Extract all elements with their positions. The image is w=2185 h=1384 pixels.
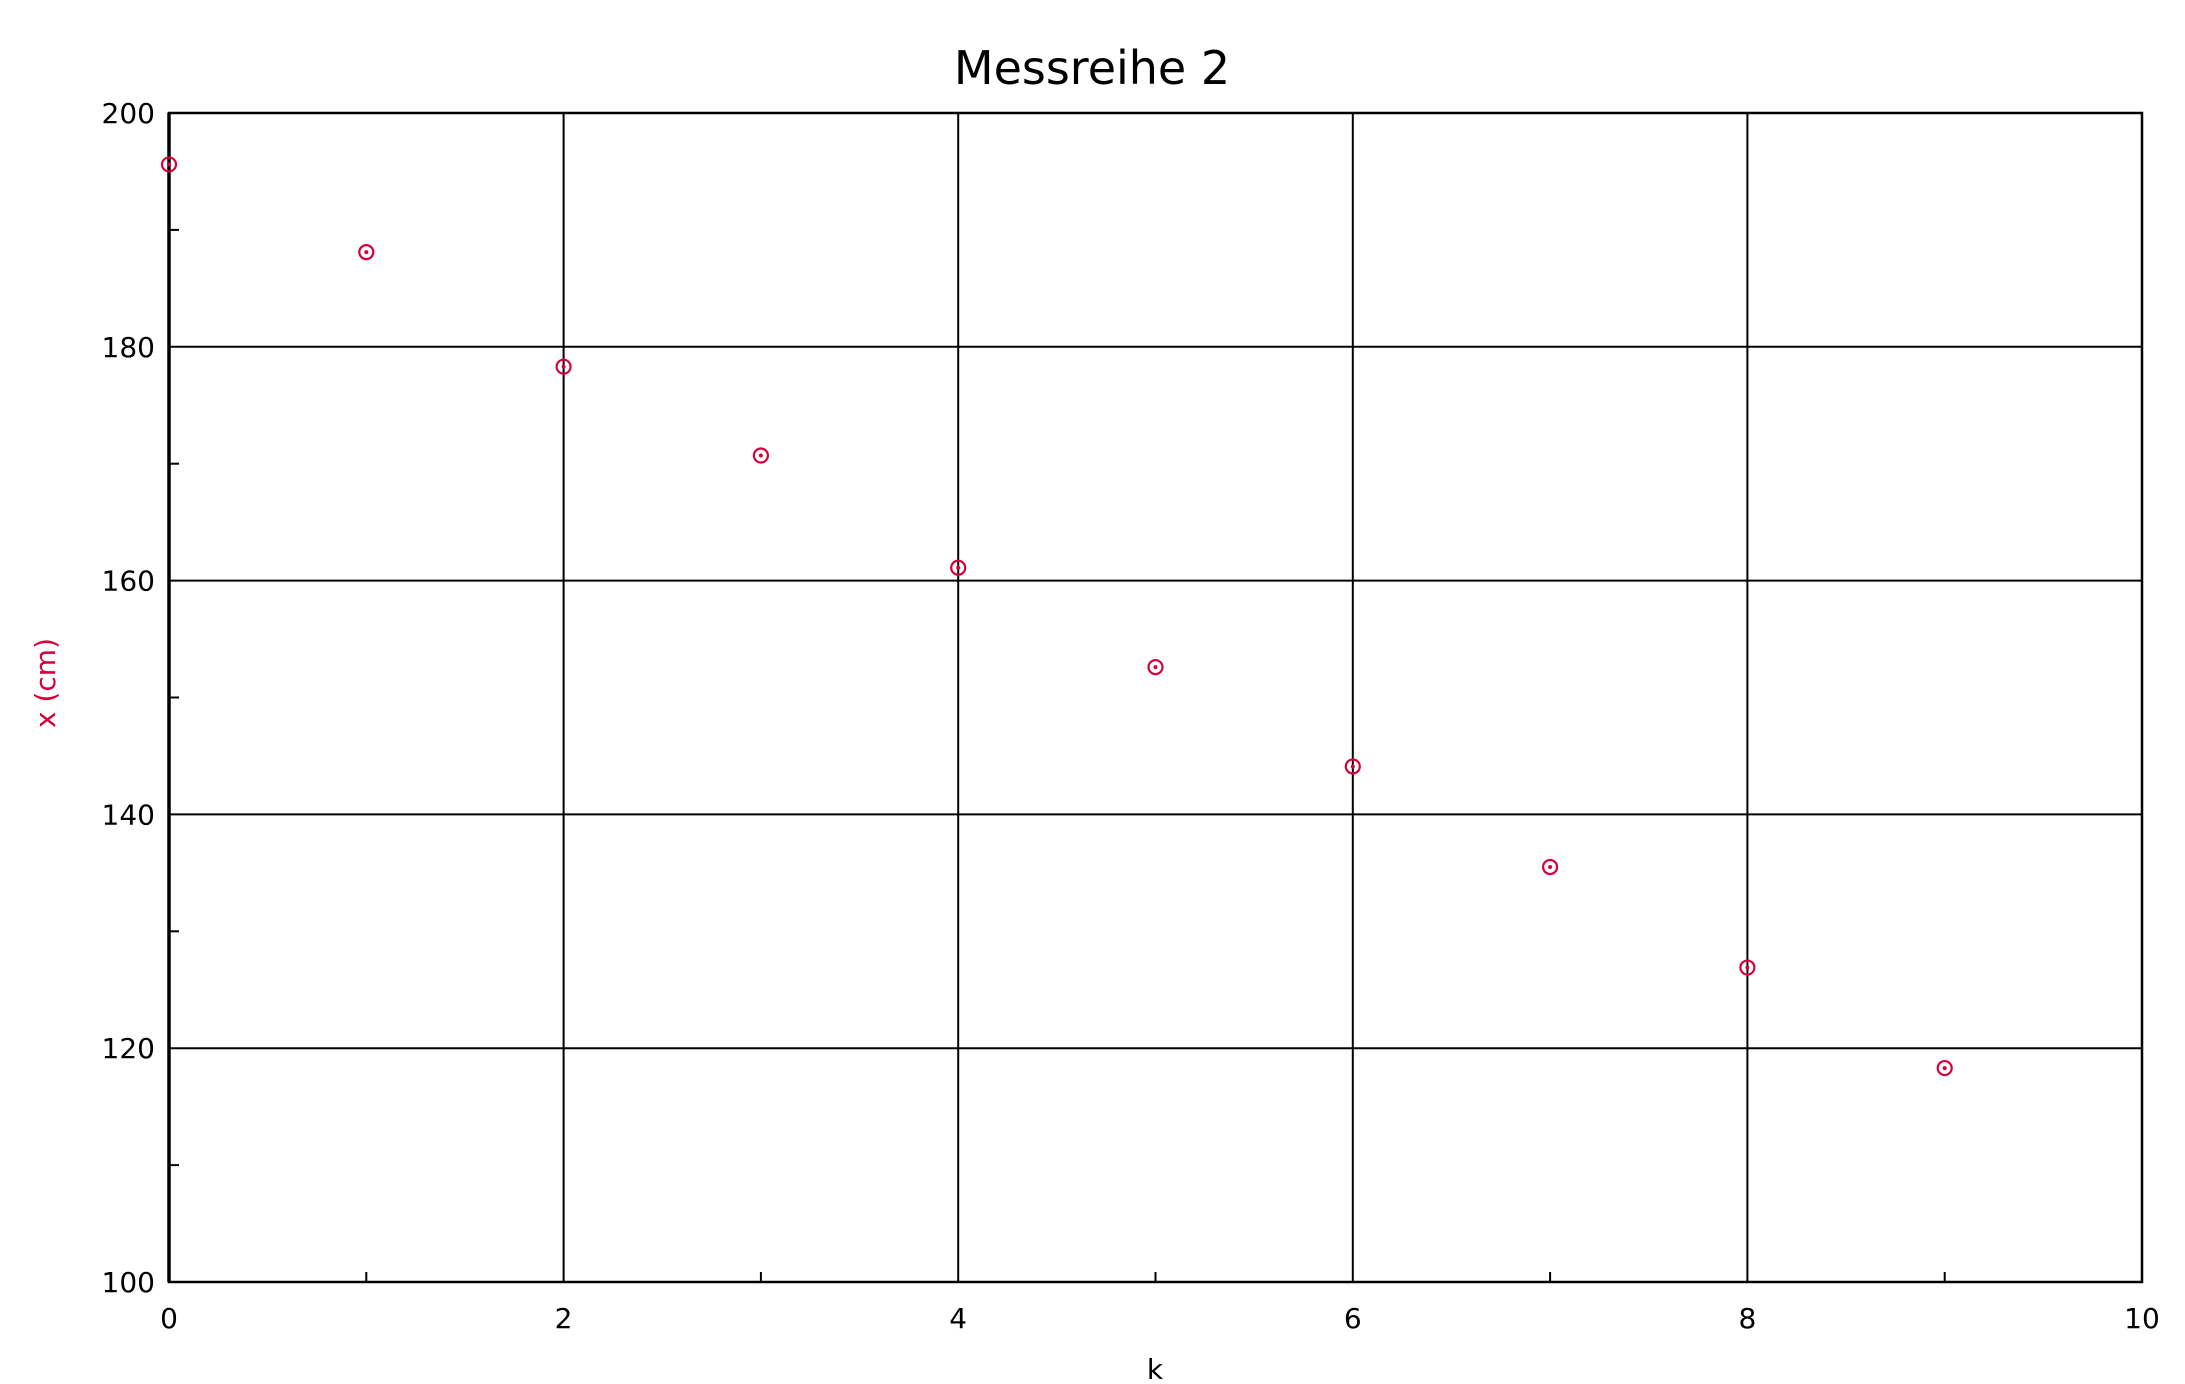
data-point-dot xyxy=(1745,965,1750,970)
data-point xyxy=(160,156,178,173)
data-point-ring xyxy=(950,559,967,576)
x-tick-label: 10 xyxy=(2124,1302,2160,1335)
data-point-ring xyxy=(752,447,770,464)
y-tick-label: 120 xyxy=(102,1032,155,1065)
data-point xyxy=(1344,758,1361,775)
y-tick-label: 180 xyxy=(102,331,155,364)
data-point xyxy=(1936,1059,1953,1077)
x-tick-label: 0 xyxy=(160,1302,178,1335)
data-point xyxy=(555,358,572,375)
y-tick-label: 160 xyxy=(102,565,155,598)
x-tick-labels: 0 2 4 6 8 10 xyxy=(160,1302,2160,1335)
data-point-dot xyxy=(956,565,961,570)
x-tick-label: 2 xyxy=(555,1302,573,1335)
data-point-dot xyxy=(758,453,763,458)
y-tick-label: 100 xyxy=(102,1266,155,1299)
data-point-dot xyxy=(1153,665,1158,670)
data-point xyxy=(1541,858,1559,876)
minor-ticks xyxy=(169,228,1946,1282)
data-points xyxy=(160,156,1953,1077)
y-tick-label: 200 xyxy=(102,97,155,130)
chart-title: Messreihe 2 xyxy=(954,41,1230,95)
data-point xyxy=(358,244,375,261)
plot-frame xyxy=(167,111,2144,1284)
x-tick-label: 4 xyxy=(949,1302,967,1335)
x-axis-label: k xyxy=(1147,1353,1164,1384)
data-point-ring xyxy=(1739,959,1756,976)
data-point-dot xyxy=(1942,1066,1947,1071)
grid xyxy=(169,113,2142,1282)
data-point xyxy=(1739,959,1756,976)
data-point-ring xyxy=(1147,659,1164,676)
data-point-ring xyxy=(1541,858,1559,876)
data-point-ring xyxy=(160,156,178,173)
x-tick-label: 8 xyxy=(1738,1302,1756,1335)
data-point-ring xyxy=(555,358,572,375)
data-point-dot xyxy=(1350,764,1355,769)
data-point xyxy=(752,447,770,464)
data-point-dot xyxy=(1548,865,1553,870)
data-point-dot xyxy=(364,250,369,255)
data-point-dot xyxy=(561,364,566,369)
y-tick-label: 140 xyxy=(102,798,155,831)
data-point-dot xyxy=(167,162,171,167)
y-tick-labels: 100 120 140 160 180 200 xyxy=(102,97,155,1299)
y-axis-label: x (cm) xyxy=(29,638,62,728)
data-point xyxy=(1147,659,1164,676)
x-tick-label: 6 xyxy=(1344,1302,1362,1335)
data-point-ring xyxy=(1936,1059,1953,1077)
data-point xyxy=(950,559,967,576)
data-point-ring xyxy=(1344,758,1361,775)
data-point-ring xyxy=(358,244,375,261)
